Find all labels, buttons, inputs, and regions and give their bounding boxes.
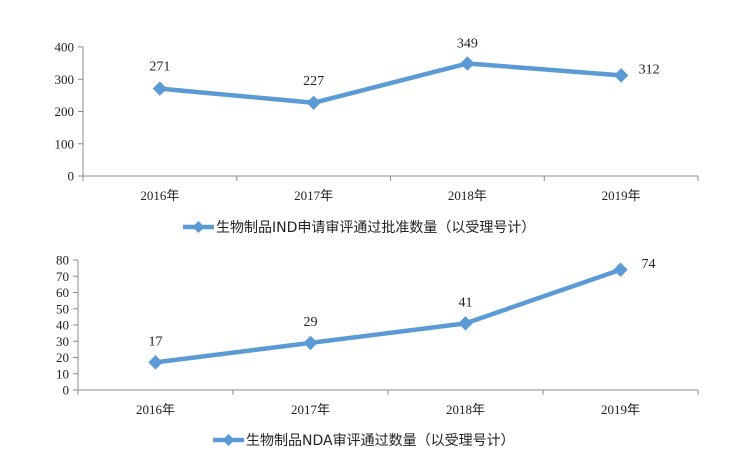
legend-label: 生物制品NDA审评通过数量（以受理号计） xyxy=(246,433,515,449)
y-tick-label: 70 xyxy=(56,269,69,284)
data-point-marker xyxy=(306,95,321,110)
x-tick-label: 2017年 xyxy=(294,188,333,203)
series-line xyxy=(153,267,623,365)
legend-marker xyxy=(222,434,235,446)
y-tick-label: 100 xyxy=(55,136,75,151)
legend: 生物制品NDA审评通过数量（以受理号计） xyxy=(213,433,515,449)
legend-marker xyxy=(192,221,205,233)
y-tick-label: 30 xyxy=(56,334,69,349)
y-tick-label: 0 xyxy=(68,169,75,184)
data-point-marker xyxy=(460,56,475,71)
data-point-marker xyxy=(148,355,163,370)
x-tick-label: 2019年 xyxy=(601,402,640,417)
data-label: 227 xyxy=(303,74,324,89)
x-tick-label: 2018年 xyxy=(448,188,487,203)
data-label: 74 xyxy=(642,257,656,272)
data-point-marker xyxy=(303,335,318,351)
legend: 生物制品IND申请审评通过批准数量（以受理号计） xyxy=(183,220,535,236)
data-point-marker xyxy=(152,81,168,96)
y-tick-label: 50 xyxy=(56,301,69,316)
data-label: 41 xyxy=(459,295,473,310)
y-tick-label: 60 xyxy=(56,285,69,300)
y-tick-label: 200 xyxy=(55,104,75,119)
data-point-marker xyxy=(458,316,473,331)
y-tick-label: 400 xyxy=(55,40,75,55)
x-tick-label: 2016年 xyxy=(140,188,179,203)
y-tick-label: 20 xyxy=(56,350,69,365)
data-label: 271 xyxy=(149,60,170,75)
x-tick-label: 2016年 xyxy=(136,402,175,417)
data-point-marker xyxy=(613,68,629,83)
y-tick-label: 40 xyxy=(56,318,69,333)
y-tick-label: 80 xyxy=(56,253,69,268)
data-label: 312 xyxy=(639,62,660,77)
y-tick-label: 10 xyxy=(56,366,69,381)
y-tick-label: 0 xyxy=(63,383,70,398)
data-label: 17 xyxy=(149,334,163,349)
x-tick-label: 2017年 xyxy=(291,402,330,417)
series-line xyxy=(157,61,624,106)
x-tick-label: 2018年 xyxy=(446,402,485,417)
data-label: 349 xyxy=(457,36,478,51)
data-label: 29 xyxy=(304,315,318,330)
legend-label: 生物制品IND申请审评通过批准数量（以受理号计） xyxy=(216,220,535,236)
x-tick-label: 2019年 xyxy=(602,188,641,203)
y-tick-label: 300 xyxy=(55,72,75,87)
chart-1: 0 100 200 300 400 2016年 2017年 2018年 2019年 271 227 3… xyxy=(55,36,699,236)
data-point-marker xyxy=(613,262,628,277)
